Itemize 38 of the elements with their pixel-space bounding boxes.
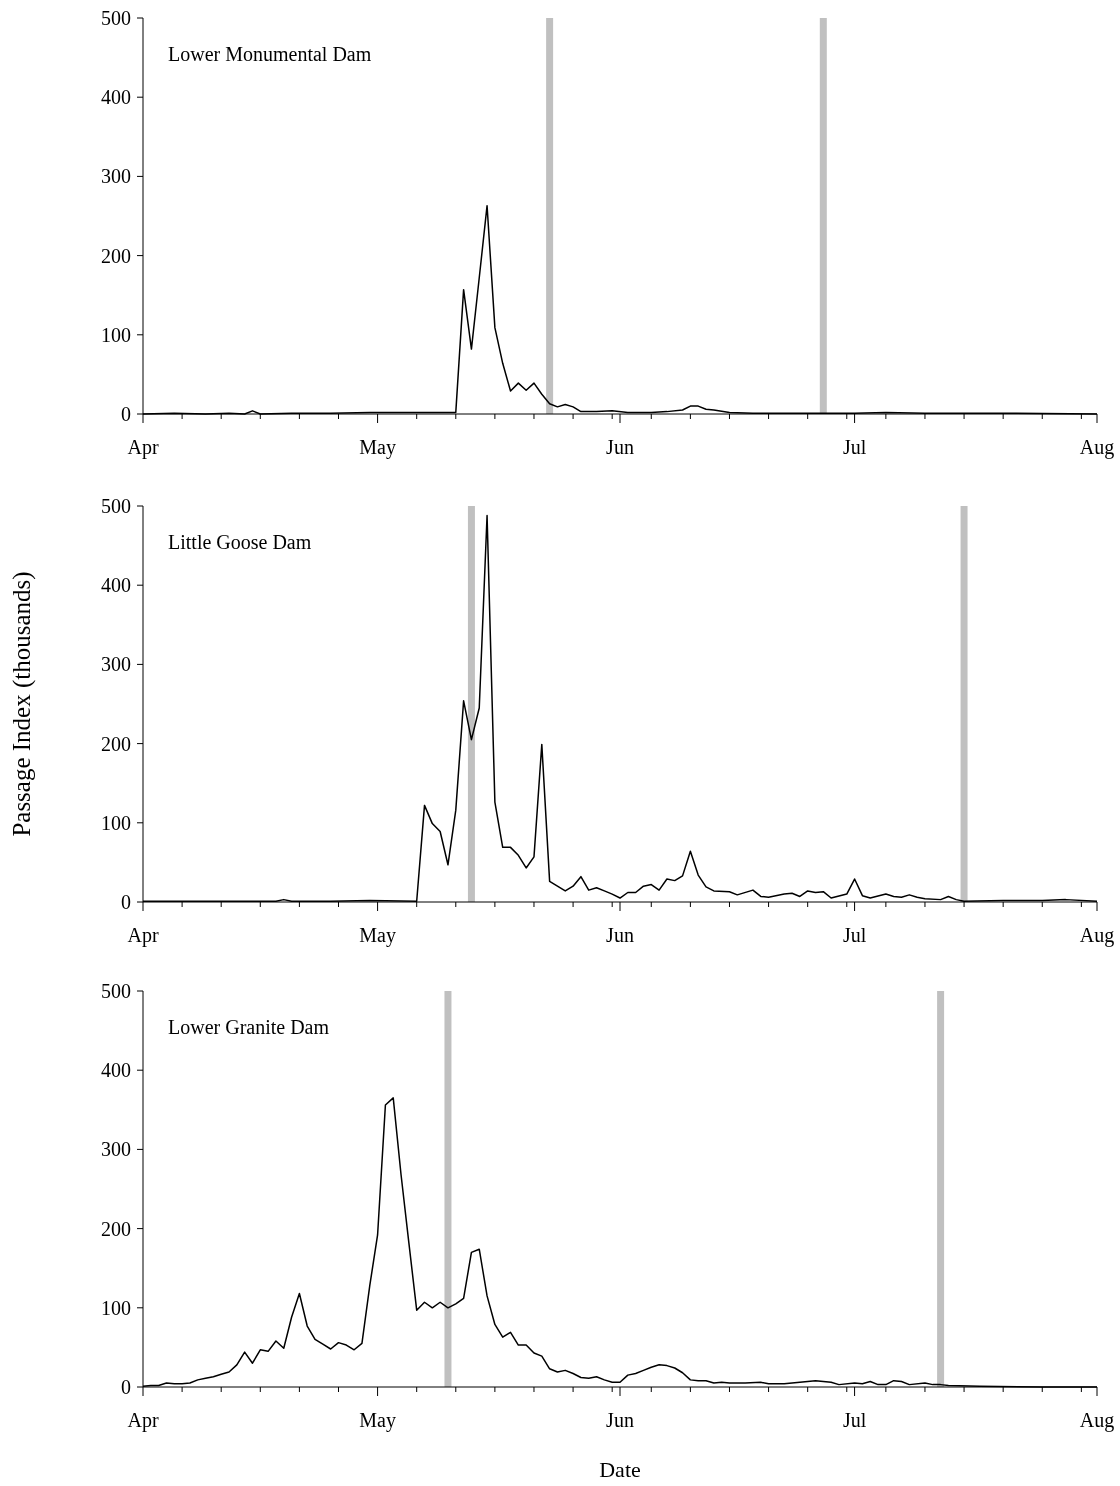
y-tick-label: 0 [121, 1376, 131, 1398]
x-tick-label: Aug [1079, 1409, 1115, 1432]
x-tick-label: Jul [842, 924, 867, 946]
y-tick-label: 400 [101, 574, 131, 597]
y-tick-label: 0 [121, 403, 131, 425]
y-tick-label: 0 [121, 891, 131, 913]
y-axis-title: Passage Index (thousands) [8, 571, 36, 837]
y-tick-label: 300 [101, 653, 131, 676]
y-tick-label: 100 [101, 323, 131, 346]
x-tick-label: May [359, 436, 396, 459]
y-tick-label: 500 [101, 980, 131, 1002]
y-tick-label: 300 [101, 165, 131, 188]
y-tick-label: 300 [101, 1138, 131, 1161]
y-tick-label: 500 [101, 495, 131, 517]
x-tick-label: Apr [127, 436, 159, 459]
y-tick-label: 400 [101, 1059, 131, 1082]
x-tick-label: May [359, 1409, 396, 1432]
y-tick-label: 200 [101, 732, 131, 755]
x-tick-label: Aug [1079, 436, 1115, 459]
x-tick-label: Apr [127, 1409, 159, 1432]
y-tick-label: 100 [101, 1296, 131, 1319]
y-tick-label: 100 [101, 811, 131, 834]
y-tick-label: 500 [101, 7, 131, 29]
y-tick-label: 200 [101, 244, 131, 267]
x-tick-label: Aug [1079, 924, 1115, 947]
text: Lower Granite Dam [168, 1016, 330, 1038]
x-tick-label: May [359, 924, 396, 947]
x-tick-label: Jun [606, 1409, 634, 1431]
x-tick-label: Jun [606, 924, 634, 946]
x-tick-label: Jun [606, 436, 634, 458]
text: Lower Monumental Dam [168, 43, 372, 65]
x-tick-label: Apr [127, 924, 159, 947]
text: Little Goose Dam [168, 531, 312, 553]
x-axis-title: Date [599, 1457, 641, 1482]
x-tick-label: Jul [842, 436, 867, 458]
x-tick-label: Jul [842, 1409, 867, 1431]
y-tick-label: 400 [101, 86, 131, 109]
y-tick-label: 200 [101, 1217, 131, 1240]
